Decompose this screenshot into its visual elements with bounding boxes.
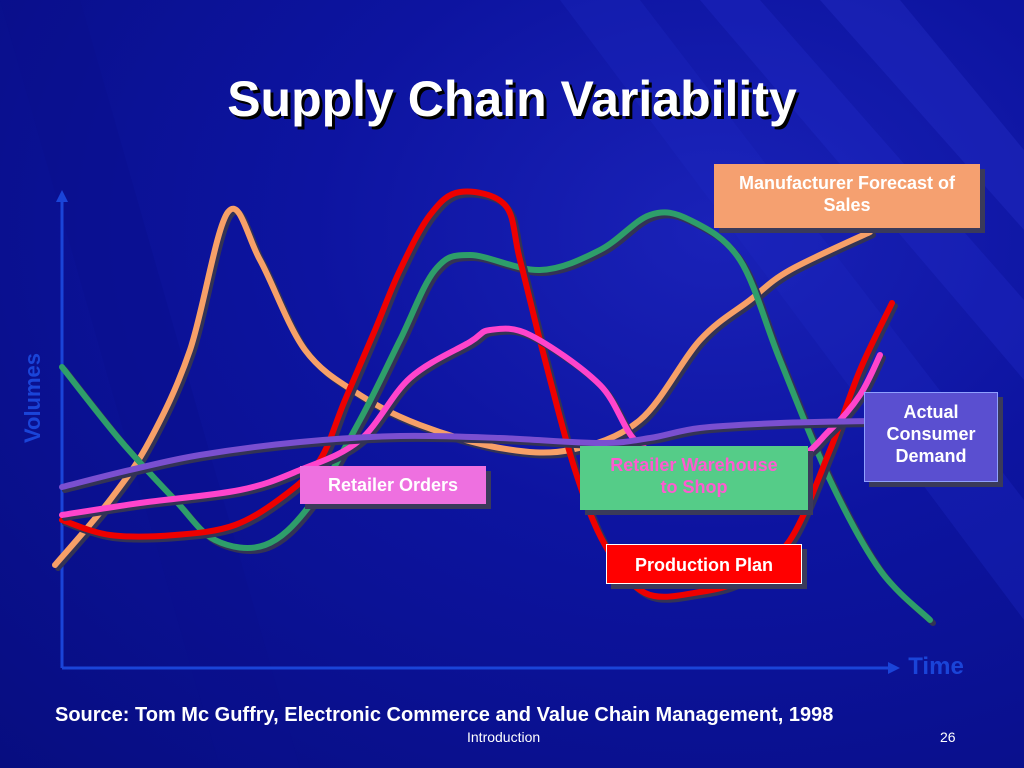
actual-demand-line1: Actual [903, 402, 959, 422]
actual-demand-line3: Demand [895, 446, 967, 466]
manufacturer-forecast-text: Manufacturer Forecast of Sales [738, 173, 956, 215]
series-shadow-0 [55, 209, 876, 571]
actual-demand-line2: Consumer [886, 424, 976, 444]
retailer-orders-text: Retailer Orders [327, 475, 459, 495]
series-line-retailer-warehouse [59, 209, 933, 623]
retailer-warehouse-line1: Retailer Warehouse [610, 455, 778, 475]
retailer-warehouse-label: Retailer Warehouse to Shop [580, 446, 808, 510]
series-line-manufacturer-forecast [52, 206, 873, 568]
production-plan-text: Production Plan [634, 555, 773, 575]
y-axis-label: Volumes [20, 353, 45, 443]
retailer-orders-label: Retailer Orders [300, 466, 486, 504]
series-line-production-plan [59, 188, 895, 600]
slide-title: Supply Chain Variability [227, 71, 797, 127]
y-axis-arrow-icon [56, 190, 68, 202]
actual-demand-label: Actual Consumer Demand [864, 392, 998, 482]
production-plan-label: Production Plan [606, 544, 802, 584]
series-line-actual-demand [59, 418, 873, 490]
x-axis-label: Time [908, 653, 964, 680]
retailer-warehouse-line2: to Shop [660, 477, 728, 497]
chart-axes: Volumes Time [20, 190, 964, 680]
page-number: 26 [940, 729, 956, 745]
source-citation: Source: Tom Mc Guffry, Electronic Commer… [55, 704, 834, 726]
manufacturer-forecast-label: Manufacturer Forecast of Sales [714, 164, 980, 228]
x-axis-arrow-icon [888, 662, 900, 674]
footer-section: Introduction [467, 729, 541, 745]
